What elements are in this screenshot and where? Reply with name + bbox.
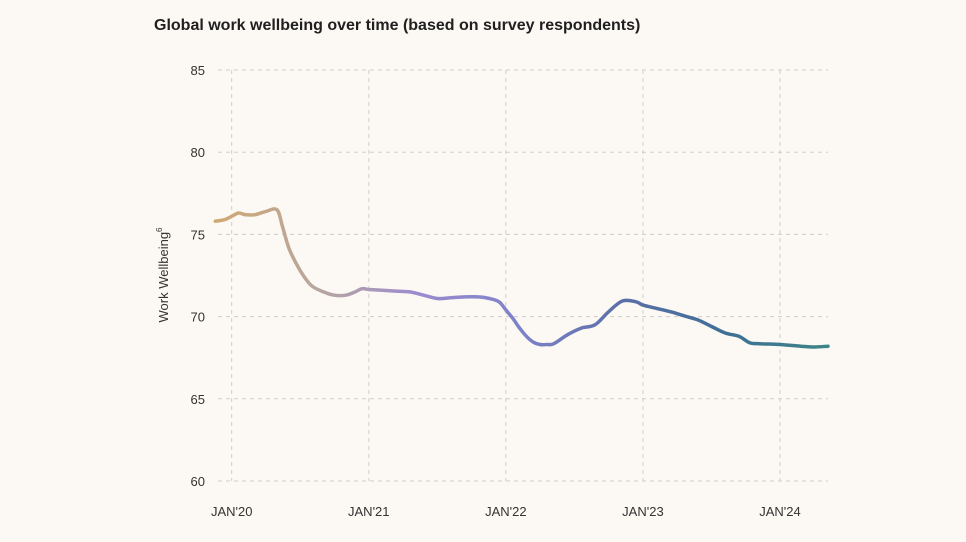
series-line-work-wellbeing <box>213 207 830 349</box>
y-tick-label: 85 <box>191 63 205 78</box>
x-tick-label: JAN'20 <box>211 504 253 519</box>
y-axis-title: Work Wellbeing6 <box>155 227 171 323</box>
x-tick-label: JAN'24 <box>759 504 801 519</box>
y-tick-label: 75 <box>191 227 205 242</box>
x-axis-ticks: JAN'20 JAN'21 JAN'22 JAN'23 JAN'24 <box>211 504 801 519</box>
y-axis-title-superscript: 6 <box>155 227 164 232</box>
chart-title: Global work wellbeing over time (based o… <box>154 17 641 34</box>
y-tick-label: 80 <box>191 145 205 160</box>
y-tick-label: 60 <box>191 474 205 489</box>
y-axis-title-text: Work Wellbeing <box>156 232 171 323</box>
x-tick-label: JAN'22 <box>485 504 527 519</box>
x-tick-label: JAN'23 <box>622 504 664 519</box>
x-tick-label: JAN'21 <box>348 504 390 519</box>
grid-lines <box>218 69 828 482</box>
y-tick-label: 65 <box>191 392 205 407</box>
y-axis-ticks: 60 65 70 75 80 85 <box>191 63 205 489</box>
y-tick-label: 70 <box>191 310 205 325</box>
series-group <box>213 207 830 349</box>
